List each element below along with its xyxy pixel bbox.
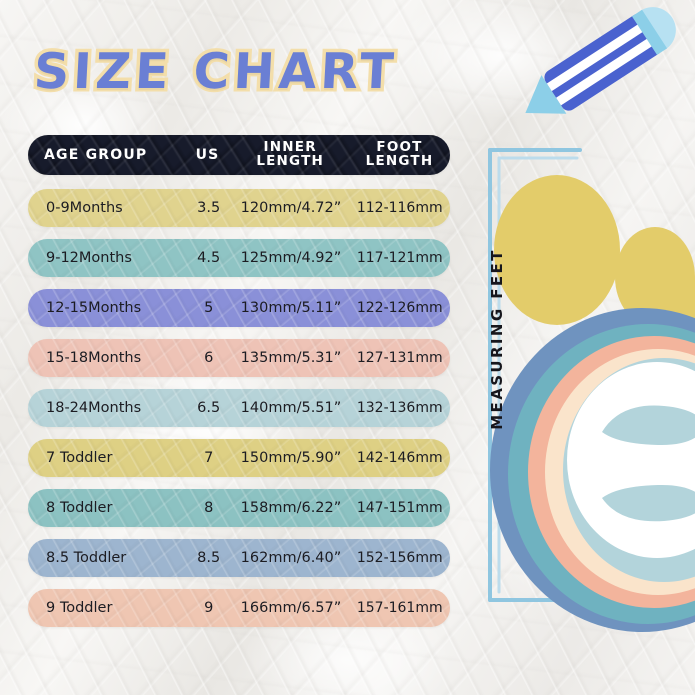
cell-foot-length: 142-146mm <box>356 450 443 466</box>
cell-foot-length: 122-126mm <box>356 300 443 316</box>
table-row: 7 Toddler 7 150mm/5.90” 142-146mm <box>28 439 450 477</box>
table-row: 8.5 Toddler 8.5 162mm/6.40” 152-156mm <box>28 539 450 577</box>
cell-foot-length: 117-121mm <box>356 250 443 266</box>
header-us: US <box>195 146 220 163</box>
header-foot-length-line1: FOOT <box>376 139 423 156</box>
header-inner-length: INNER LENGTH <box>231 139 349 169</box>
cell-foot-length: 157-161mm <box>356 600 443 616</box>
cell-age-group: 18-24Months <box>46 400 142 416</box>
cell-us: 6.5 <box>197 400 221 416</box>
cell-inner-length: 150mm/5.90” <box>240 450 342 466</box>
cell-foot-length: 147-151mm <box>356 500 443 516</box>
table-row: 18-24Months 6.5 140mm/5.51” 132-136mm <box>28 389 450 427</box>
page-title: SIZE CHART <box>29 40 402 104</box>
cell-inner-length: 125mm/4.92” <box>240 250 342 266</box>
toe-shape <box>494 175 620 325</box>
table-row: 0-9Months 3.5 120mm/4.72” 112-116mm <box>28 189 450 227</box>
cell-age-group: 12-15Months <box>46 300 142 316</box>
cell-us: 7 <box>204 450 214 466</box>
toe-shape <box>615 227 695 327</box>
cell-age-group: 7 Toddler <box>46 450 113 466</box>
footprint-toe-gaps <box>602 405 695 522</box>
cell-inner-length: 162mm/6.40” <box>240 550 342 566</box>
title-container: SIZE CHART <box>29 40 402 104</box>
cell-inner-length: 120mm/4.72” <box>240 200 342 216</box>
cell-inner-length: 130mm/5.11” <box>240 300 342 316</box>
table-body: 0-9Months 3.5 120mm/4.72” 112-116mm 9-12Mont… <box>28 189 450 627</box>
measuring-illustration: MEASURING FEET <box>452 0 695 695</box>
cell-inner-length: 135mm/5.31” <box>240 350 342 366</box>
header-inner-length-line2: LENGTH <box>256 153 325 169</box>
header-age-group: AGE GROUP <box>44 146 148 163</box>
size-table: AGE GROUP US INNER LENGTH FOOT LENGTH 0-… <box>28 135 450 639</box>
cell-us: 8.5 <box>197 550 221 566</box>
cell-age-group: 8.5 Toddler <box>46 550 127 566</box>
cell-foot-length: 152-156mm <box>356 550 443 566</box>
cell-age-group: 9 Toddler <box>46 600 113 616</box>
cell-age-group: 8 Toddler <box>46 500 113 516</box>
cell-us: 5 <box>204 300 214 316</box>
table-row: 12-15Months 5 130mm/5.11” 122-126mm <box>28 289 450 327</box>
table-row: 8 Toddler 8 158mm/6.22” 147-151mm <box>28 489 450 527</box>
cell-inner-length: 166mm/6.57” <box>240 600 342 616</box>
cell-us: 4.5 <box>197 250 221 266</box>
cell-age-group: 0-9Months <box>46 200 123 216</box>
measuring-feet-label: MEASURING FEET <box>488 248 506 430</box>
table-row: 9 Toddler 9 166mm/6.57” 157-161mm <box>28 589 450 627</box>
cell-age-group: 15-18Months <box>46 350 142 366</box>
pencil-icon <box>525 7 676 114</box>
table-header-row: AGE GROUP US INNER LENGTH FOOT LENGTH <box>28 135 450 175</box>
cell-inner-length: 158mm/6.22” <box>240 500 342 516</box>
table-row: 15-18Months 6 135mm/5.31” 127-131mm <box>28 339 450 377</box>
table-row: 9-12Months 4.5 125mm/4.92” 117-121mm <box>28 239 450 277</box>
cell-us: 9 <box>204 600 214 616</box>
cell-foot-length: 112-116mm <box>356 200 443 216</box>
cell-us: 6 <box>204 350 214 366</box>
cell-us: 8 <box>204 500 214 516</box>
cell-inner-length: 140mm/5.51” <box>240 400 342 416</box>
header-inner-length-line1: INNER <box>263 139 317 156</box>
cell-age-group: 9-12Months <box>46 250 132 266</box>
header-foot-length-line2: LENGTH <box>365 153 434 169</box>
cell-foot-length: 132-136mm <box>356 400 443 416</box>
cell-foot-length: 127-131mm <box>356 350 443 366</box>
cell-us: 3.5 <box>197 200 221 216</box>
header-foot-length: FOOT LENGTH <box>349 139 450 169</box>
illustration-svg <box>488 7 695 632</box>
